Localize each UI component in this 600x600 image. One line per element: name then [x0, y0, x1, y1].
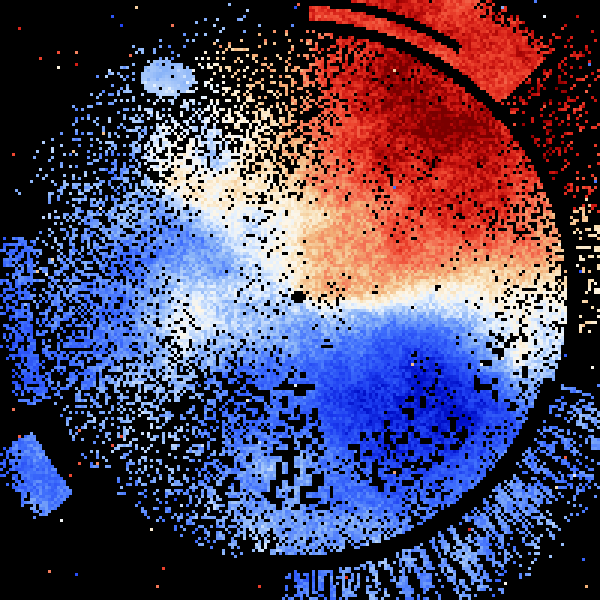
screenshot-root: { "chart_data": { "type": "heatmap", "ki…	[0, 0, 600, 600]
radar-velocity-heatmap-canvas	[0, 0, 600, 600]
radar-ppi-display	[0, 0, 600, 600]
